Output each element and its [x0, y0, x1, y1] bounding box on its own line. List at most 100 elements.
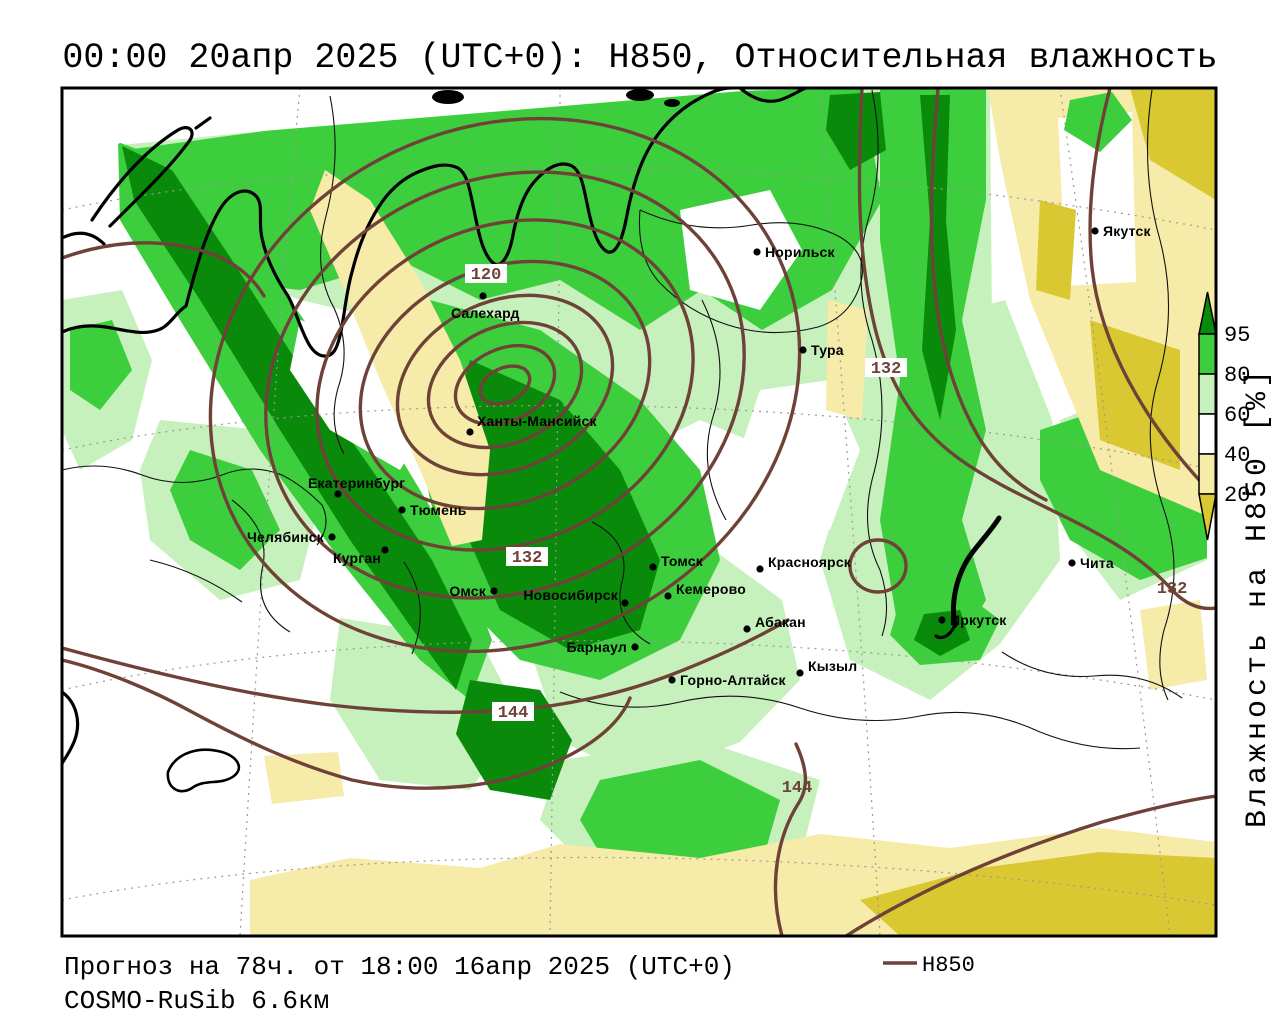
graticule-line	[62, 640, 1216, 701]
city-label: Тюмень	[410, 502, 467, 518]
city-marker	[799, 346, 807, 354]
city-label: Салехард	[451, 305, 520, 321]
city-layer: Норильск Якутск Салехард Тура Ханты-Манс…	[247, 223, 1151, 688]
city-label: Норильск	[765, 244, 836, 260]
h850-contours	[62, 88, 1216, 936]
city-label: Томск	[661, 553, 704, 569]
colorbar-ticks: 95 80 60 40 20	[1224, 323, 1250, 508]
contour-label-box	[865, 358, 907, 377]
city-marker	[938, 616, 946, 624]
admin-border	[860, 89, 888, 637]
fill-blob	[826, 300, 868, 420]
colorbar-tick: 60	[1224, 403, 1250, 428]
city-label: Барнаул	[566, 639, 627, 655]
admin-border	[62, 465, 327, 546]
city-marker	[479, 292, 487, 300]
city-marker	[398, 506, 406, 514]
contour-label: 144	[498, 704, 529, 723]
city-label: Абакан	[755, 614, 806, 630]
admin-border	[320, 95, 345, 455]
city-label: Новосибирск	[523, 587, 618, 603]
admin-border	[701, 299, 727, 521]
coastlines	[62, 88, 1002, 793]
coastline-segment	[62, 231, 106, 246]
city-label: Ханты-Мансийск	[477, 413, 598, 429]
lake-baikal	[951, 515, 1002, 628]
fill-blob	[1064, 92, 1132, 152]
legend-label: H850	[922, 953, 975, 978]
h850-low-rings	[208, 116, 802, 654]
contour-ring	[395, 293, 615, 477]
contour-line-144	[773, 742, 808, 936]
city-marker	[328, 533, 336, 541]
admin-borders	[62, 89, 1183, 750]
contour-line	[62, 241, 266, 298]
graticule-line	[239, 88, 301, 936]
city-marker	[466, 428, 474, 436]
admin-border	[403, 561, 421, 655]
city-marker	[668, 676, 676, 684]
city-marker	[631, 643, 639, 651]
contour-ring	[208, 116, 802, 654]
city-marker	[490, 587, 498, 595]
city-label: Курган	[333, 550, 381, 566]
contour-label-box	[465, 264, 507, 283]
fill-blob	[1130, 88, 1216, 200]
fill-blob	[860, 852, 1216, 936]
city-marker	[621, 599, 629, 607]
fill-blob	[1140, 600, 1207, 690]
admin-border	[559, 691, 1141, 750]
city-marker	[743, 625, 751, 633]
contour-label: 120	[471, 266, 502, 285]
coastline-arctic	[62, 88, 732, 358]
city-marker	[381, 546, 389, 554]
contour-label: 132	[512, 549, 543, 568]
contour-ring	[426, 320, 584, 450]
city-label: Челябинск	[247, 529, 325, 545]
fill-blob	[1058, 112, 1136, 286]
island	[626, 89, 654, 101]
admin-border	[638, 209, 864, 334]
city-marker	[753, 248, 761, 256]
colorbar-segment-60-80	[1198, 373, 1216, 415]
graticule-line	[819, 88, 881, 936]
footer-model-line: COSMO-RuSib 6.6км	[64, 986, 329, 1016]
fill-blob	[920, 95, 956, 420]
island	[432, 90, 464, 104]
contour-line	[929, 88, 1048, 502]
contour-ring	[453, 343, 557, 427]
city-marker	[664, 592, 672, 600]
contour-line-144	[62, 618, 790, 714]
fill-blob	[826, 92, 886, 170]
colorbar-tick: 80	[1224, 363, 1250, 388]
lake-baikal-tip	[934, 623, 957, 640]
contour-label: 132	[871, 360, 902, 379]
colorbar-tick: 20	[1224, 483, 1250, 508]
colorbar-segment-80-95	[1198, 333, 1216, 375]
contour-label-box	[506, 547, 548, 566]
contour-line-132	[857, 88, 1216, 611]
city-marker	[649, 563, 657, 571]
contour-label: 144	[782, 779, 813, 798]
city-marker	[1091, 227, 1099, 235]
domain-boundary-wedge	[62, 88, 778, 170]
city-label: Тура	[811, 342, 844, 358]
colorbar-axis-label: Влажность на H850 [%]	[1241, 366, 1275, 828]
city-marker	[334, 490, 342, 498]
map-frame	[60, 86, 1218, 938]
fill-blob	[70, 320, 132, 410]
coastline-taymyr	[738, 88, 808, 103]
city-marker	[796, 669, 804, 677]
city-label: Екатеринбург	[308, 475, 405, 491]
graticule-lines	[62, 88, 1216, 936]
admin-border	[231, 499, 291, 633]
graticule-line	[1059, 88, 1171, 936]
city-marker	[1068, 559, 1076, 567]
admin-border	[149, 559, 243, 603]
colorbar-arrow-bottom	[1198, 493, 1216, 541]
city-label: Горно-Алтайск	[680, 672, 786, 688]
contour-label-box	[492, 702, 534, 721]
lake-balkhash	[166, 748, 241, 793]
